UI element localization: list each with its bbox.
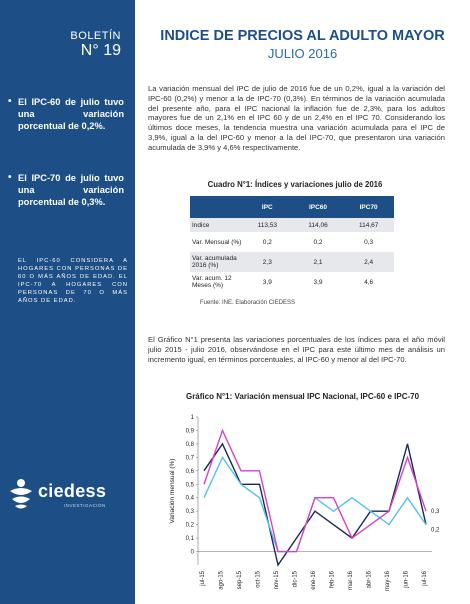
table-header-cell bbox=[190, 196, 242, 218]
line-chart: 0 0,1 0,2 0,3 0,4 0,5 0,6 0,7 0,8 0,9 1 Variación m… bbox=[169, 415, 440, 591]
highlight-ipc70: • El IPC-70 de julio tuvo una variación … bbox=[8, 172, 124, 208]
x-tick-label: dic-15 bbox=[293, 570, 299, 587]
definition-note: EL IPC-60 CONSIDERA A HOGARES CON PERSON… bbox=[18, 258, 128, 304]
logo-icon bbox=[10, 479, 32, 509]
y-tick-label: 0,2 bbox=[186, 523, 195, 529]
x-tick-label: jul-16 bbox=[422, 570, 428, 586]
table-header-cell: IPC60 bbox=[292, 196, 344, 218]
end-data-label: 0,2 bbox=[431, 528, 440, 534]
chart-title: Gráfico N°1: Variación mensual IPC Nacio… bbox=[185, 392, 420, 401]
table-cell: 3,9 bbox=[292, 272, 344, 292]
table-cell: 0,2 bbox=[292, 232, 344, 252]
y-axis-label: Variación mensual (%) bbox=[169, 459, 176, 524]
intro-paragraph: La variación mensual del IPC de julio de… bbox=[148, 84, 445, 152]
series-line-3 bbox=[203, 428, 427, 553]
x-tick-label: sep-15 bbox=[237, 570, 243, 589]
x-tick-label: nov-15 bbox=[274, 570, 280, 589]
y-tick-label: 0,8 bbox=[186, 442, 195, 448]
table-header-cell: IPC bbox=[242, 196, 293, 218]
y-tick-label: 0,9 bbox=[186, 428, 195, 434]
table-cell: 0,2 bbox=[242, 232, 293, 252]
row-label: Var. acum. 12 Meses (%) bbox=[190, 272, 242, 292]
table-cell: 113,53 bbox=[242, 218, 293, 232]
table-row: Var. acumulada 2016 (%) 2,3 2,1 2,4 bbox=[190, 252, 394, 272]
y-tick-label: 0,4 bbox=[186, 496, 195, 502]
table-row: Var. Mensual (%) 0,2 0,2 0,3 bbox=[190, 232, 394, 252]
x-tick-label: oct-15 bbox=[256, 570, 262, 587]
logo-subtext: INVESTIGACIÓN bbox=[64, 503, 106, 508]
row-label: Var. acumulada 2016 (%) bbox=[190, 252, 242, 272]
series-line-2 bbox=[203, 455, 427, 553]
highlight-text: El IPC-60 de julio tuvo una variación po… bbox=[18, 97, 124, 131]
y-tick-label: 0,1 bbox=[186, 536, 195, 542]
y-tick-label: 0,5 bbox=[186, 482, 195, 488]
stats-table: IPC IPC60 IPC70 Indice 113,53 114,06 114… bbox=[190, 196, 394, 292]
table-row: Var. acum. 12 Meses (%) 3,9 3,9 4,6 bbox=[190, 272, 394, 292]
x-tick-label: feb-16 bbox=[330, 570, 336, 588]
chart-intro-paragraph: El Gráfico N°1 presenta las variaciones … bbox=[148, 335, 445, 364]
x-tick-label: may-16 bbox=[385, 570, 391, 591]
table-row: Indice 113,53 114,06 114,67 bbox=[190, 218, 394, 232]
table-header-row: IPC IPC60 IPC70 bbox=[190, 196, 394, 218]
y-tick-label: 1 bbox=[191, 415, 195, 421]
table-title: Cuadro N°1: Índices y variaciones julio … bbox=[207, 180, 383, 189]
end-data-label: 0,3 bbox=[431, 509, 440, 515]
y-tick-label: 0,7 bbox=[186, 455, 195, 461]
table-cell: 114,67 bbox=[343, 218, 394, 232]
ciedess-logo: ciedess INVESTIGACIÓN bbox=[6, 477, 126, 517]
table-cell: 2,4 bbox=[343, 252, 394, 272]
table-cell: 2,1 bbox=[292, 252, 344, 272]
table-cell: 0,3 bbox=[343, 232, 394, 252]
bullet-icon: • bbox=[8, 172, 12, 183]
y-tick-label: 0,6 bbox=[186, 469, 195, 475]
x-tick-label: ago-15 bbox=[219, 570, 225, 589]
row-label: Indice bbox=[190, 218, 242, 232]
highlight-ipc60: • El IPC-60 de julio tuvo una variación … bbox=[8, 96, 124, 132]
bulletin-number: N° 19 bbox=[80, 42, 121, 59]
sidebar: BOLETÍN N° 19 • El IPC-60 de julio tuvo … bbox=[0, 0, 135, 604]
y-tick-label: 0,3 bbox=[186, 509, 195, 515]
table-header-cell: IPC70 bbox=[343, 196, 394, 218]
page-subtitle: JULIO 2016 bbox=[267, 46, 338, 61]
y-tick-label: 0 bbox=[191, 550, 195, 556]
x-tick-label: mar-16 bbox=[348, 570, 354, 590]
table-source: Fuente: INE. Elaboración CIEDESS bbox=[200, 300, 296, 306]
row-label: Var. Mensual (%) bbox=[190, 232, 242, 252]
x-tick-label: jul-15 bbox=[200, 570, 206, 586]
table-cell: 4,6 bbox=[343, 272, 394, 292]
x-tick-label: ene-16 bbox=[311, 570, 317, 589]
x-tick-label: abr-16 bbox=[367, 570, 373, 588]
table-cell: 114,06 bbox=[292, 218, 344, 232]
logo-text: ciedess bbox=[38, 481, 107, 501]
bulletin-label: BOLETÍN bbox=[70, 30, 121, 42]
x-tick-label: jun-16 bbox=[404, 570, 410, 588]
bullet-icon: • bbox=[8, 96, 12, 107]
table-cell: 2,3 bbox=[242, 252, 293, 272]
page-title: INDICE DE PRECIOS AL ADULTO MAYOR bbox=[160, 28, 445, 44]
highlight-text: El IPC-70 de julio tuvo una variación po… bbox=[18, 173, 124, 207]
table-cell: 3,9 bbox=[242, 272, 293, 292]
